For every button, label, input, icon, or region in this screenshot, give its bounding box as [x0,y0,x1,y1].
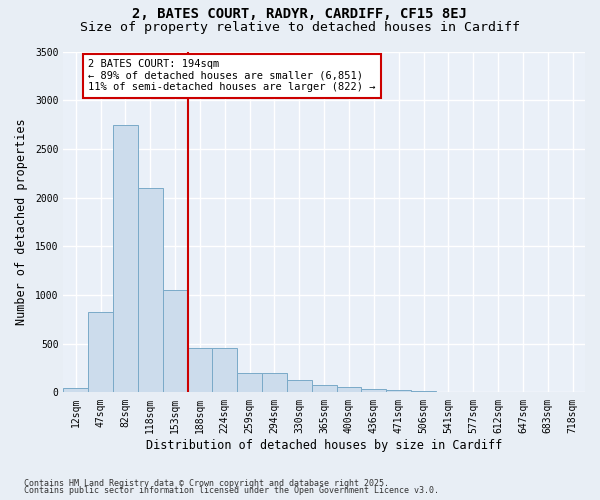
Bar [113,124,138,392]
Bar [262,373,287,392]
Bar [163,290,188,392]
Bar [361,388,386,392]
Bar [64,388,88,392]
Text: Size of property relative to detached houses in Cardiff: Size of property relative to detached ho… [80,21,520,34]
Text: 2, BATES COURT, RADYR, CARDIFF, CF15 8EJ: 2, BATES COURT, RADYR, CARDIFF, CF15 8EJ [133,8,467,22]
Bar [312,384,337,392]
Bar [188,348,212,393]
Bar [138,188,163,392]
Text: 2 BATES COURT: 194sqm
← 89% of detached houses are smaller (6,851)
11% of semi-d: 2 BATES COURT: 194sqm ← 89% of detached … [88,60,376,92]
Bar [237,373,262,392]
Bar [212,348,237,393]
Text: Contains public sector information licensed under the Open Government Licence v3: Contains public sector information licen… [24,486,439,495]
X-axis label: Distribution of detached houses by size in Cardiff: Distribution of detached houses by size … [146,440,502,452]
Bar [386,390,411,392]
Text: Contains HM Land Registry data © Crown copyright and database right 2025.: Contains HM Land Registry data © Crown c… [24,478,389,488]
Bar [287,380,312,392]
Bar [411,391,436,392]
Bar [88,312,113,392]
Bar [337,387,361,392]
Y-axis label: Number of detached properties: Number of detached properties [15,118,28,326]
